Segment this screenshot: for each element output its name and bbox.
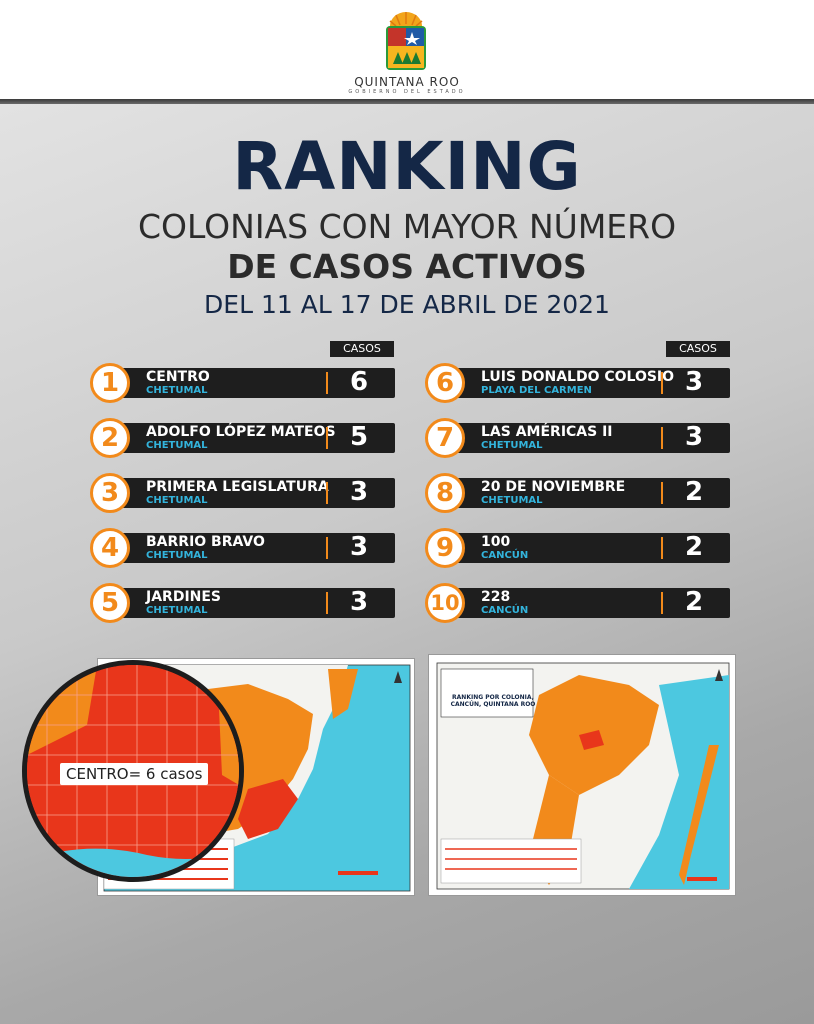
ranking-bar <box>110 423 395 453</box>
rank-number-badge: 5 <box>90 583 130 623</box>
city-name: PLAYA DEL CARMEN <box>481 385 592 396</box>
city-name: CHETUMAL <box>481 440 543 451</box>
ranking-row: 2 ADOLFO LÓPEZ MATEOS CHETUMAL 5 <box>90 418 395 458</box>
case-count: 3 <box>684 367 704 397</box>
colonia-name: 228 <box>481 589 511 605</box>
subtitle-line-1: COLONIAS CON MAYOR NÚMERO <box>137 207 677 246</box>
ranking-row: 7 LAS AMÉRICAS II CHETUMAL 3 <box>425 418 730 458</box>
bar-divider <box>661 482 663 504</box>
city-name: CHETUMAL <box>146 440 208 451</box>
bar-divider <box>326 482 328 504</box>
colonia-name: PRIMERA LEGISLATURA <box>146 479 329 495</box>
colonia-name: JARDINES <box>146 589 222 605</box>
colonia-name: LUIS DONALDO COLOSIO <box>481 369 675 385</box>
city-name: CHETUMAL <box>146 550 208 561</box>
brand-name: QUINTANA ROO <box>354 75 460 89</box>
ranking-bar <box>445 368 730 398</box>
rank-number-badge: 8 <box>425 473 465 513</box>
colonia-name: CENTRO <box>146 369 210 385</box>
ranking-row: 8 20 DE NOVIEMBRE CHETUMAL 2 <box>425 473 730 513</box>
ranking-bar <box>445 533 730 563</box>
subtitle-line-2: DE CASOS ACTIVOS <box>227 247 587 286</box>
bar-divider <box>326 537 328 559</box>
ranking-row: 6 LUIS DONALDO COLOSIO PLAYA DEL CARMEN … <box>425 363 730 403</box>
cases-column-header-right: CASOS <box>666 341 730 357</box>
colonia-name: 100 <box>481 534 511 550</box>
centro-zoom-label: CENTRO= 6 casos <box>60 763 209 785</box>
case-count: 5 <box>349 422 369 452</box>
header: QUINTANA ROO GOBIERNO DEL ESTADO <box>0 0 814 100</box>
bar-divider <box>661 427 663 449</box>
ranking-bar <box>445 588 730 618</box>
ranking-row: 3 PRIMERA LEGISLATURA CHETUMAL 3 <box>90 473 395 513</box>
bar-divider <box>661 372 663 394</box>
colonia-name: LAS AMÉRICAS II <box>481 424 613 440</box>
cancun-map <box>428 654 736 896</box>
rank-number-badge: 7 <box>425 418 465 458</box>
case-count: 3 <box>349 587 369 617</box>
case-count: 2 <box>684 587 704 617</box>
city-name: CHETUMAL <box>146 605 208 616</box>
ranking-bar <box>110 588 395 618</box>
ranking-bar <box>110 533 395 563</box>
case-count: 3 <box>349 477 369 507</box>
ranking-row: 4 BARRIO BRAVO CHETUMAL 3 <box>90 528 395 568</box>
date-range: DEL 11 AL 17 DE ABRIL DE 2021 <box>204 290 610 319</box>
city-name: CANCÚN <box>481 550 529 561</box>
rank-number-badge: 1 <box>90 363 130 403</box>
rank-number-badge: 3 <box>90 473 130 513</box>
rank-number-badge: 4 <box>90 528 130 568</box>
rank-number-badge: 9 <box>425 528 465 568</box>
page-title: RANKING <box>232 128 582 205</box>
state-coat-of-arms-logo <box>386 12 426 70</box>
rank-number-badge: 10 <box>425 583 465 623</box>
brand-subtitle: GOBIERNO DEL ESTADO <box>348 89 466 95</box>
case-count: 2 <box>684 532 704 562</box>
cancun-map-graphic <box>436 662 730 890</box>
ranking-row: 10 228 CANCÚN 2 <box>425 583 730 623</box>
case-count: 2 <box>684 477 704 507</box>
ranking-bar <box>110 478 395 508</box>
ranking-row: 1 CENTRO CHETUMAL 6 <box>90 363 395 403</box>
cancun-map-title: RANKING POR COLONIA, CANCÚN, QUINTANA RO… <box>450 694 536 708</box>
city-name: CHETUMAL <box>481 495 543 506</box>
colonia-name: 20 DE NOVIEMBRE <box>481 479 626 495</box>
ranking-bar <box>445 423 730 453</box>
colonia-name: ADOLFO LÓPEZ MATEOS <box>146 424 336 440</box>
bar-divider <box>326 592 328 614</box>
city-name: CHETUMAL <box>146 385 208 396</box>
ranking-row: 9 100 CANCÚN 2 <box>425 528 730 568</box>
cases-column-header-left: CASOS <box>330 341 394 357</box>
header-divider <box>0 99 814 104</box>
bar-divider <box>661 592 663 614</box>
ranking-row: 5 JARDINES CHETUMAL 3 <box>90 583 395 623</box>
rank-number-badge: 2 <box>90 418 130 458</box>
city-name: CHETUMAL <box>146 495 208 506</box>
bar-divider <box>326 372 328 394</box>
city-name: CANCÚN <box>481 605 529 616</box>
rank-number-badge: 6 <box>425 363 465 403</box>
bar-divider <box>326 427 328 449</box>
case-count: 3 <box>349 532 369 562</box>
bar-divider <box>661 537 663 559</box>
ranking-bar <box>445 478 730 508</box>
case-count: 6 <box>349 367 369 397</box>
colonia-name: BARRIO BRAVO <box>146 534 265 550</box>
case-count: 3 <box>684 422 704 452</box>
ranking-bar <box>110 368 395 398</box>
